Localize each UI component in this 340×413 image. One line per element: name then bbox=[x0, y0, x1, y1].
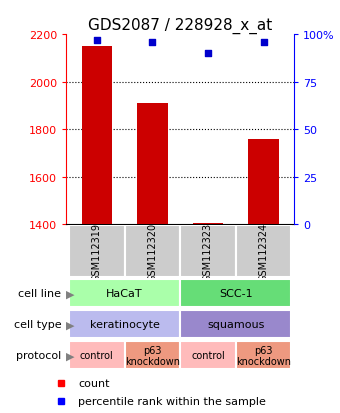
Text: keratinocyte: keratinocyte bbox=[90, 320, 159, 330]
Text: ▶: ▶ bbox=[66, 320, 75, 330]
Text: control: control bbox=[80, 351, 114, 361]
Text: GSM112319: GSM112319 bbox=[92, 222, 102, 281]
FancyBboxPatch shape bbox=[69, 342, 125, 370]
FancyBboxPatch shape bbox=[125, 342, 180, 370]
Point bbox=[94, 38, 100, 44]
FancyBboxPatch shape bbox=[180, 280, 291, 308]
Text: control: control bbox=[191, 351, 225, 361]
Text: p63
knockdown: p63 knockdown bbox=[236, 345, 291, 366]
Text: HaCaT: HaCaT bbox=[106, 289, 143, 299]
Text: squamous: squamous bbox=[207, 320, 265, 330]
Bar bbox=[248, 139, 279, 225]
Bar bbox=[193, 223, 223, 225]
Title: GDS2087 / 228928_x_at: GDS2087 / 228928_x_at bbox=[88, 18, 272, 34]
FancyBboxPatch shape bbox=[69, 280, 180, 308]
FancyBboxPatch shape bbox=[125, 226, 180, 278]
FancyBboxPatch shape bbox=[180, 226, 236, 278]
Text: count: count bbox=[78, 378, 110, 388]
Text: protocol: protocol bbox=[16, 351, 61, 361]
Text: cell line: cell line bbox=[18, 289, 61, 299]
Text: GSM112323: GSM112323 bbox=[203, 222, 213, 281]
Text: percentile rank within the sample: percentile rank within the sample bbox=[78, 396, 266, 406]
FancyBboxPatch shape bbox=[69, 226, 125, 278]
Text: ▶: ▶ bbox=[66, 351, 75, 361]
Bar bbox=[137, 104, 168, 225]
FancyBboxPatch shape bbox=[236, 342, 291, 370]
Text: p63
knockdown: p63 knockdown bbox=[125, 345, 180, 366]
Bar bbox=[82, 47, 112, 225]
Text: ▶: ▶ bbox=[66, 289, 75, 299]
FancyBboxPatch shape bbox=[236, 226, 291, 278]
Text: GSM112324: GSM112324 bbox=[258, 222, 269, 281]
Point bbox=[205, 51, 211, 57]
Text: SCC-1: SCC-1 bbox=[219, 289, 253, 299]
Point bbox=[150, 39, 155, 46]
Text: GSM112320: GSM112320 bbox=[148, 222, 157, 281]
Text: cell type: cell type bbox=[14, 320, 61, 330]
FancyBboxPatch shape bbox=[69, 311, 180, 339]
FancyBboxPatch shape bbox=[180, 342, 236, 370]
FancyBboxPatch shape bbox=[180, 311, 291, 339]
Point bbox=[261, 39, 266, 46]
